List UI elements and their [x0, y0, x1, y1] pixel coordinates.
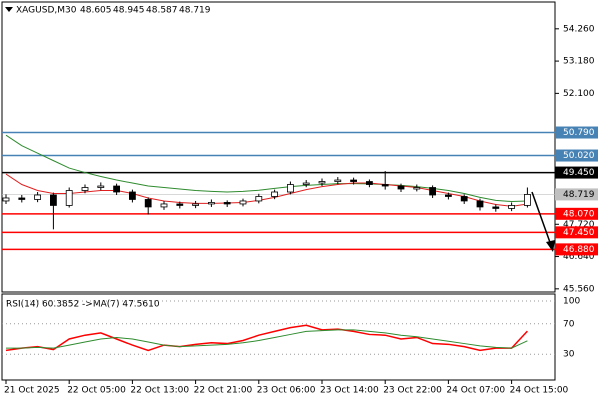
- header-value: 48.719: [179, 6, 211, 16]
- rsi-tick-label: 70: [563, 319, 575, 329]
- candle-body: [508, 205, 516, 209]
- header-value: 48.605: [80, 6, 112, 16]
- candle-body: [144, 199, 152, 208]
- candle-body: [255, 196, 263, 202]
- level-label: 48.070: [563, 209, 595, 219]
- candle-body: [223, 202, 231, 205]
- header-value: 48.587: [146, 6, 178, 16]
- candle-body: [65, 190, 73, 206]
- level-label-box: [555, 226, 598, 239]
- candle-body: [318, 181, 326, 184]
- x-tick-label: 24 Oct 15:00: [510, 386, 569, 396]
- candle-body: [34, 194, 41, 200]
- level-label: 50.790: [563, 128, 595, 138]
- x-tick-label: 23 Oct 14:00: [320, 386, 379, 396]
- candle-body: [160, 203, 168, 208]
- candle-body: [50, 194, 57, 206]
- candle-body: [2, 197, 10, 202]
- candle-body: [350, 179, 358, 182]
- moving-average: [5, 173, 528, 207]
- y-tick-label: 53.180: [563, 57, 595, 67]
- symbol-icon: [5, 7, 13, 12]
- x-tick-label: 22 Oct 21:00: [194, 386, 253, 396]
- rsi-tick-label: 30: [563, 350, 575, 360]
- rsi-title: RSI(14) 60.3852 ->MA(7) 47.5610: [6, 300, 160, 310]
- arrow-line: [531, 191, 553, 249]
- candle-body: [381, 184, 389, 187]
- level-label-box: [555, 166, 598, 179]
- candle-body: [207, 202, 215, 205]
- candle-body: [286, 184, 294, 193]
- candle-body: [365, 181, 373, 185]
- candle-body: [192, 203, 200, 206]
- candle-body: [113, 185, 120, 193]
- x-tick-label: 23 Oct 22:00: [383, 386, 442, 396]
- x-tick-label: 22 Oct 13:00: [130, 386, 189, 396]
- main-panel: [1, 1, 556, 293]
- current-price-box: [555, 188, 598, 201]
- candle-body: [81, 187, 89, 191]
- candle-body: [239, 200, 247, 205]
- arrow-head: [546, 240, 555, 252]
- x-tick-label: 23 Oct 06:00: [257, 386, 316, 396]
- level-label: 46.880: [563, 245, 595, 255]
- x-tick-label: 24 Oct 07:00: [446, 386, 505, 396]
- candle-body: [397, 185, 405, 190]
- level-label-box: [555, 243, 598, 256]
- candle-body: [444, 194, 452, 197]
- candle-body: [176, 203, 184, 206]
- y-tick-label: 47.720: [563, 220, 595, 230]
- symbol: XAGUSD,M30: [16, 6, 77, 16]
- moving-average: [5, 134, 528, 203]
- level-label: 50.020: [563, 151, 595, 161]
- level-label: 47.450: [563, 228, 595, 238]
- level-label-box: [555, 207, 598, 220]
- candle-body: [476, 200, 484, 208]
- header-value: 48.945: [113, 6, 145, 16]
- level-label: 49.450: [563, 168, 595, 178]
- y-tick-label: 52.100: [563, 89, 595, 99]
- candle-body: [302, 182, 310, 185]
- level-label-box: [555, 126, 598, 139]
- y-tick-label: 46.640: [563, 252, 595, 262]
- y-tick-label: 54.260: [563, 24, 595, 34]
- x-tick-label: 21 Oct 2025: [4, 386, 60, 396]
- candle-body: [334, 179, 342, 182]
- x-tick-label: 22 Oct 05:00: [67, 386, 126, 396]
- candle-body: [128, 191, 136, 200]
- candle-body: [18, 197, 26, 200]
- rsi-line: [6, 329, 528, 349]
- level-label-box: [555, 149, 598, 162]
- candle-body: [271, 191, 279, 197]
- candle-body: [429, 187, 437, 196]
- plot-layer: 48.605 48.945 48.587 48.71954.26053.18052.1…: [2, 6, 598, 396]
- candle-body: [492, 206, 500, 209]
- rsi-tick-label: 100: [563, 297, 580, 307]
- current-price-label: 48.719: [563, 190, 595, 200]
- candle-body: [524, 194, 531, 206]
- candle-body: [460, 196, 468, 202]
- rsi-line: [5, 324, 528, 352]
- y-tick-label: 45.560: [563, 284, 595, 294]
- candle-body: [97, 185, 105, 188]
- candle-body: [413, 187, 421, 190]
